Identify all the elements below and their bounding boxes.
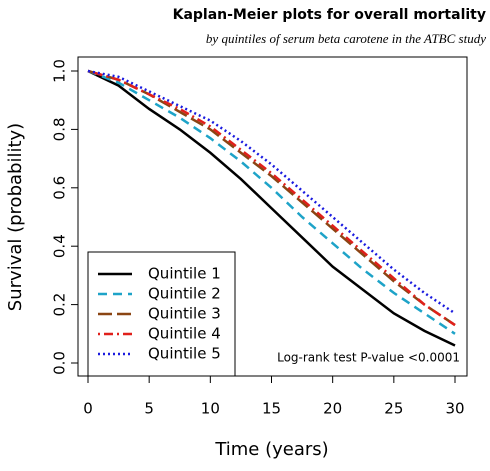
x-tick-label: 10: [201, 400, 220, 418]
y-tick-label: 1.0: [51, 59, 69, 83]
survival-curve: [87, 69, 456, 327]
legend-label: Quintile 1: [148, 265, 221, 283]
y-tick-label: 0.0: [51, 351, 69, 375]
x-tick-label: 15: [262, 400, 281, 418]
x-tick-label: 20: [323, 400, 342, 418]
x-tick-label: 5: [144, 400, 154, 418]
y-axis-label: Survival (probability): [5, 123, 26, 311]
legend-box: [87, 251, 236, 377]
x-axis-label: Time (years): [214, 439, 328, 460]
x-tick-label: 0: [83, 400, 93, 418]
x-tick-label: 25: [384, 400, 403, 418]
y-tick-label: 0.4: [51, 234, 69, 258]
chart-subtitle: by quintiles of serum beta carotene in t…: [206, 31, 486, 46]
legend-label: Quintile 3: [148, 305, 221, 323]
y-tick-label: 0.6: [51, 176, 69, 200]
legend-label: Quintile 5: [148, 345, 221, 363]
legend-label: Quintile 2: [148, 285, 221, 303]
survival-curve: [87, 69, 456, 347]
y-tick-label: 0.8: [51, 117, 69, 141]
survival-curve: [87, 69, 456, 315]
y-tick-label: 0.2: [51, 293, 69, 317]
legend-label: Quintile 4: [148, 325, 221, 343]
annotation: Log-rank test P-value <0.0001: [277, 351, 460, 365]
chart-title: Kaplan-Meier plots for overall mortality: [173, 7, 486, 23]
x-tick-label: 30: [445, 400, 464, 418]
survival-curve: [87, 69, 456, 335]
